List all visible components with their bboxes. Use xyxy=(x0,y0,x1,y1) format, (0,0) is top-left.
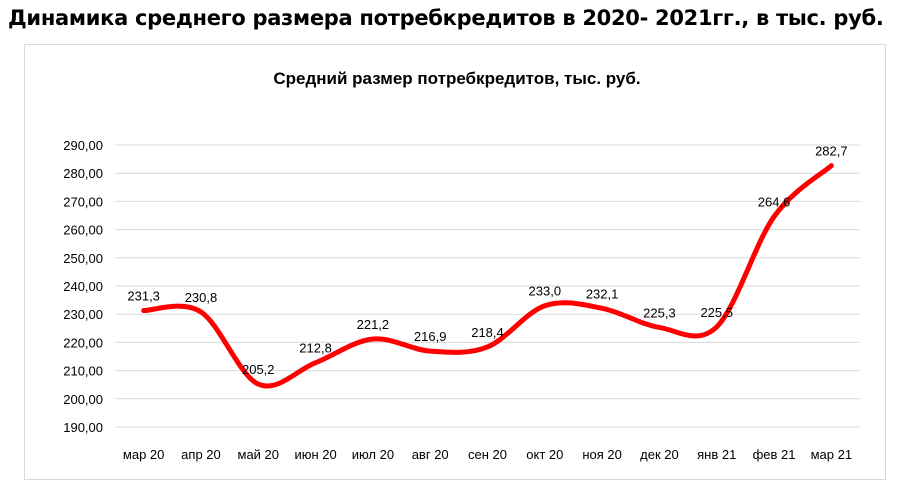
y-tick-label: 220,00 xyxy=(63,335,103,350)
data-label: 232,1 xyxy=(586,286,619,301)
x-tick-label: июл 20 xyxy=(352,447,394,462)
x-tick-label: сен 20 xyxy=(468,447,507,462)
page-heading: Динамика среднего размера потребкредитов… xyxy=(8,6,884,30)
data-label: 221,2 xyxy=(357,317,390,332)
x-tick-label: янв 21 xyxy=(697,447,736,462)
data-label: 225,5 xyxy=(700,305,733,320)
x-tick-label: фев 21 xyxy=(753,447,796,462)
gridlines xyxy=(115,144,860,428)
data-label: 205,2 xyxy=(242,362,275,377)
chart-frame xyxy=(24,44,886,480)
data-label: 230,8 xyxy=(185,290,218,305)
x-tick-label: май 20 xyxy=(238,447,280,462)
data-label: 225,3 xyxy=(643,305,676,320)
x-tick-label: мар 20 xyxy=(123,447,164,462)
x-tick-label: дек 20 xyxy=(640,447,679,462)
data-label: 282,7 xyxy=(815,144,848,159)
data-labels: 231,3 230,8 205,2 212,8 221,2 216,9 218,4 233,0… xyxy=(127,144,848,385)
data-label: 218,4 xyxy=(471,325,504,340)
y-tick-label: 210,00 xyxy=(63,364,103,379)
chart-title: Средний размер потребкредитов, тыс. руб. xyxy=(273,69,640,88)
y-tick-label: 200,00 xyxy=(63,392,103,407)
series-line xyxy=(141,163,834,389)
y-tick-label: 280,00 xyxy=(63,166,103,181)
y-tick-label: 250,00 xyxy=(63,251,103,266)
data-label: 216,9 xyxy=(414,329,447,344)
x-tick-label: апр 20 xyxy=(181,447,221,462)
data-label: 231,3 xyxy=(127,289,160,304)
data-label: 264,6 xyxy=(758,195,791,210)
x-tick-label: июн 20 xyxy=(294,447,336,462)
y-tick-label: 190,00 xyxy=(63,420,103,435)
y-tick-label: 240,00 xyxy=(63,279,103,294)
x-axis-ticks: мар 20 апр 20 май 20 июн 20 июл 20 авг 20 сен … xyxy=(123,447,852,462)
y-tick-label: 290,00 xyxy=(63,138,103,153)
y-axis-ticks: 190,00 200,00 210,00 220,00 230,00 240,00 250,… xyxy=(63,138,103,435)
x-tick-label: авг 20 xyxy=(412,447,449,462)
y-tick-label: 270,00 xyxy=(63,194,103,209)
x-tick-label: окт 20 xyxy=(526,447,563,462)
data-label: 233,0 xyxy=(529,284,562,299)
y-tick-label: 230,00 xyxy=(63,307,103,322)
x-tick-label: ноя 20 xyxy=(582,447,622,462)
x-tick-label: мар 21 xyxy=(811,447,852,462)
y-tick-label: 260,00 xyxy=(63,223,103,238)
data-label: 212,8 xyxy=(299,341,332,356)
